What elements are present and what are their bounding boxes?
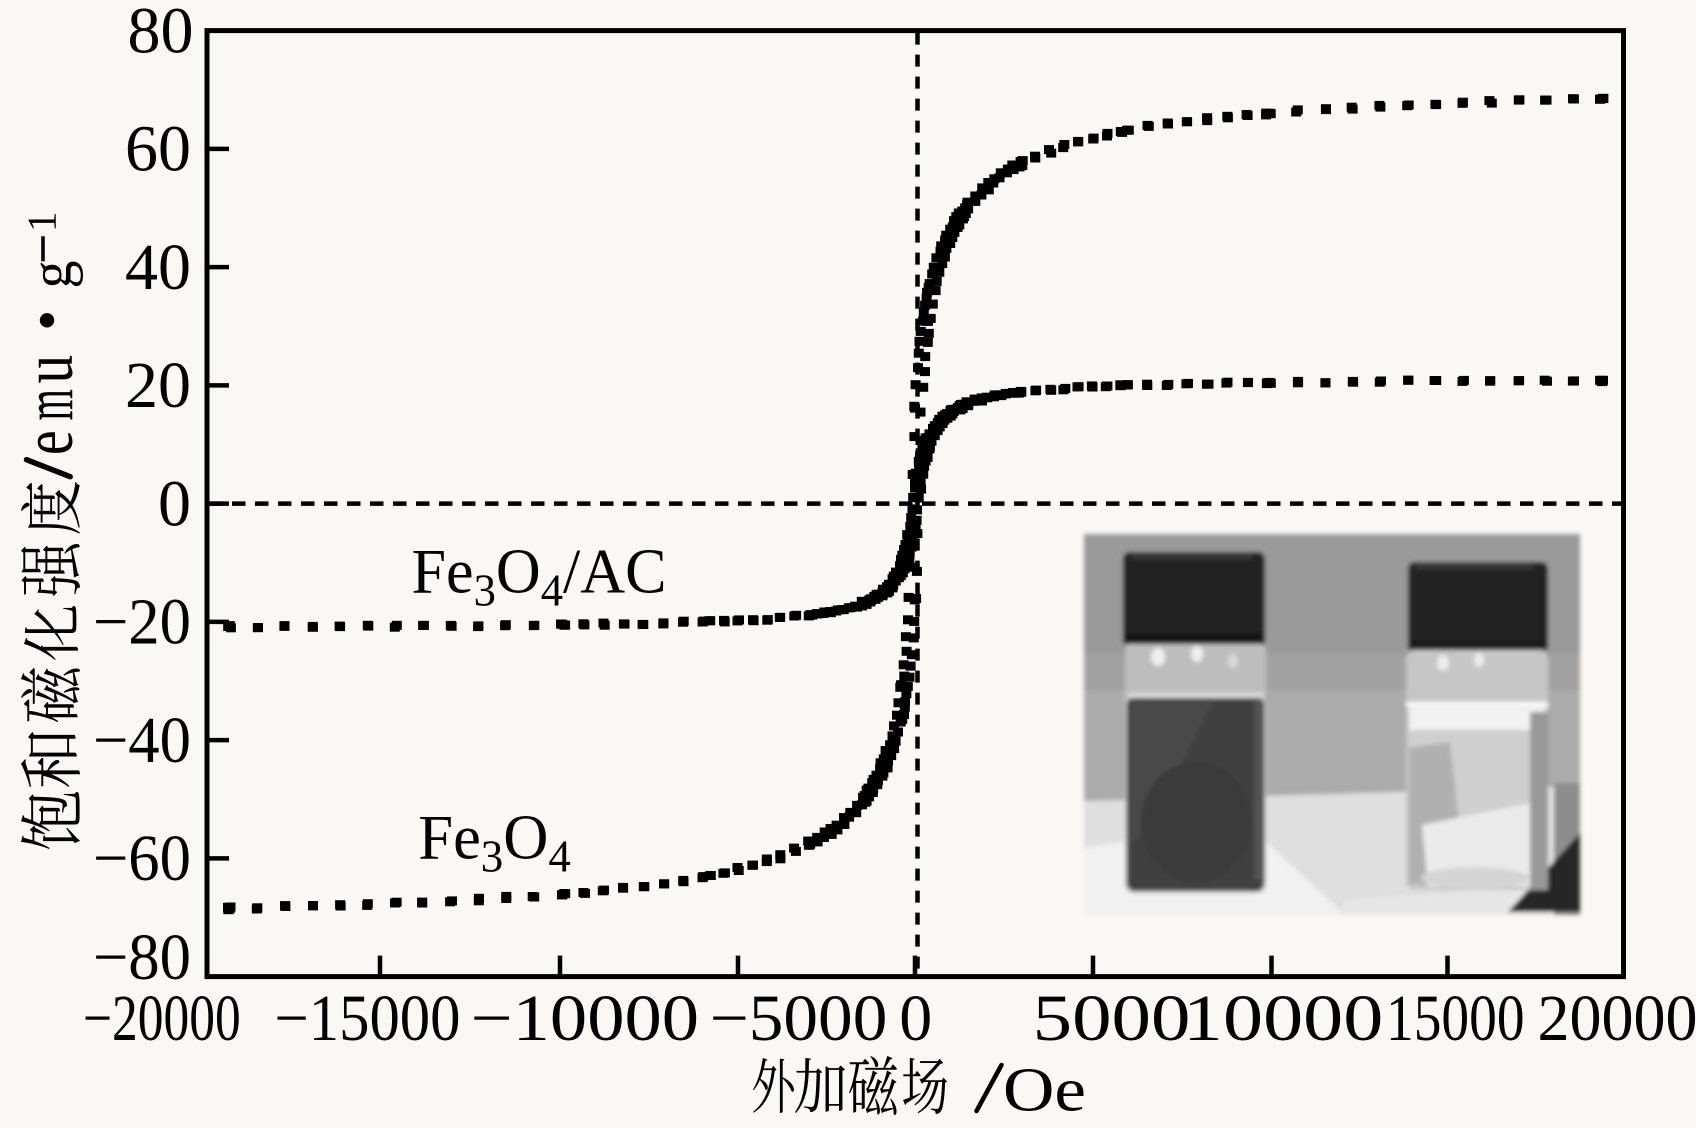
- svg-text:−10000: −10000: [471, 982, 699, 1055]
- svg-text:5000: 5000: [1033, 981, 1191, 1054]
- svg-text:−80: −80: [93, 920, 191, 993]
- svg-text:20: 20: [125, 349, 191, 422]
- svg-text:Oe: Oe: [1003, 1054, 1086, 1124]
- svg-text:e: e: [8, 430, 87, 455]
- svg-text:−20: −20: [93, 585, 191, 658]
- svg-text:20000: 20000: [1538, 982, 1696, 1055]
- svg-text:15000: 15000: [1386, 983, 1525, 1056]
- svg-text:80: 80: [128, 0, 194, 67]
- svg-text:1: 1: [19, 212, 65, 233]
- svg-text:Fe3O4: Fe3O4: [418, 802, 571, 882]
- svg-text:u: u: [9, 355, 89, 384]
- svg-text:m: m: [8, 389, 88, 420]
- svg-text:g: g: [19, 261, 83, 289]
- svg-text:0: 0: [899, 982, 932, 1055]
- svg-text:−15000: −15000: [275, 981, 461, 1055]
- svg-text:−40: −40: [93, 703, 191, 776]
- svg-text:−60: −60: [93, 822, 191, 895]
- svg-text:−5000: −5000: [710, 981, 888, 1054]
- svg-text:60: 60: [125, 113, 191, 186]
- svg-text:0: 0: [158, 467, 191, 540]
- svg-text:40: 40: [125, 231, 191, 304]
- svg-text:10000: 10000: [1183, 982, 1383, 1055]
- svg-text:−20000: −20000: [83, 981, 241, 1055]
- svg-text:Fe3O4/AC: Fe3O4/AC: [412, 536, 667, 616]
